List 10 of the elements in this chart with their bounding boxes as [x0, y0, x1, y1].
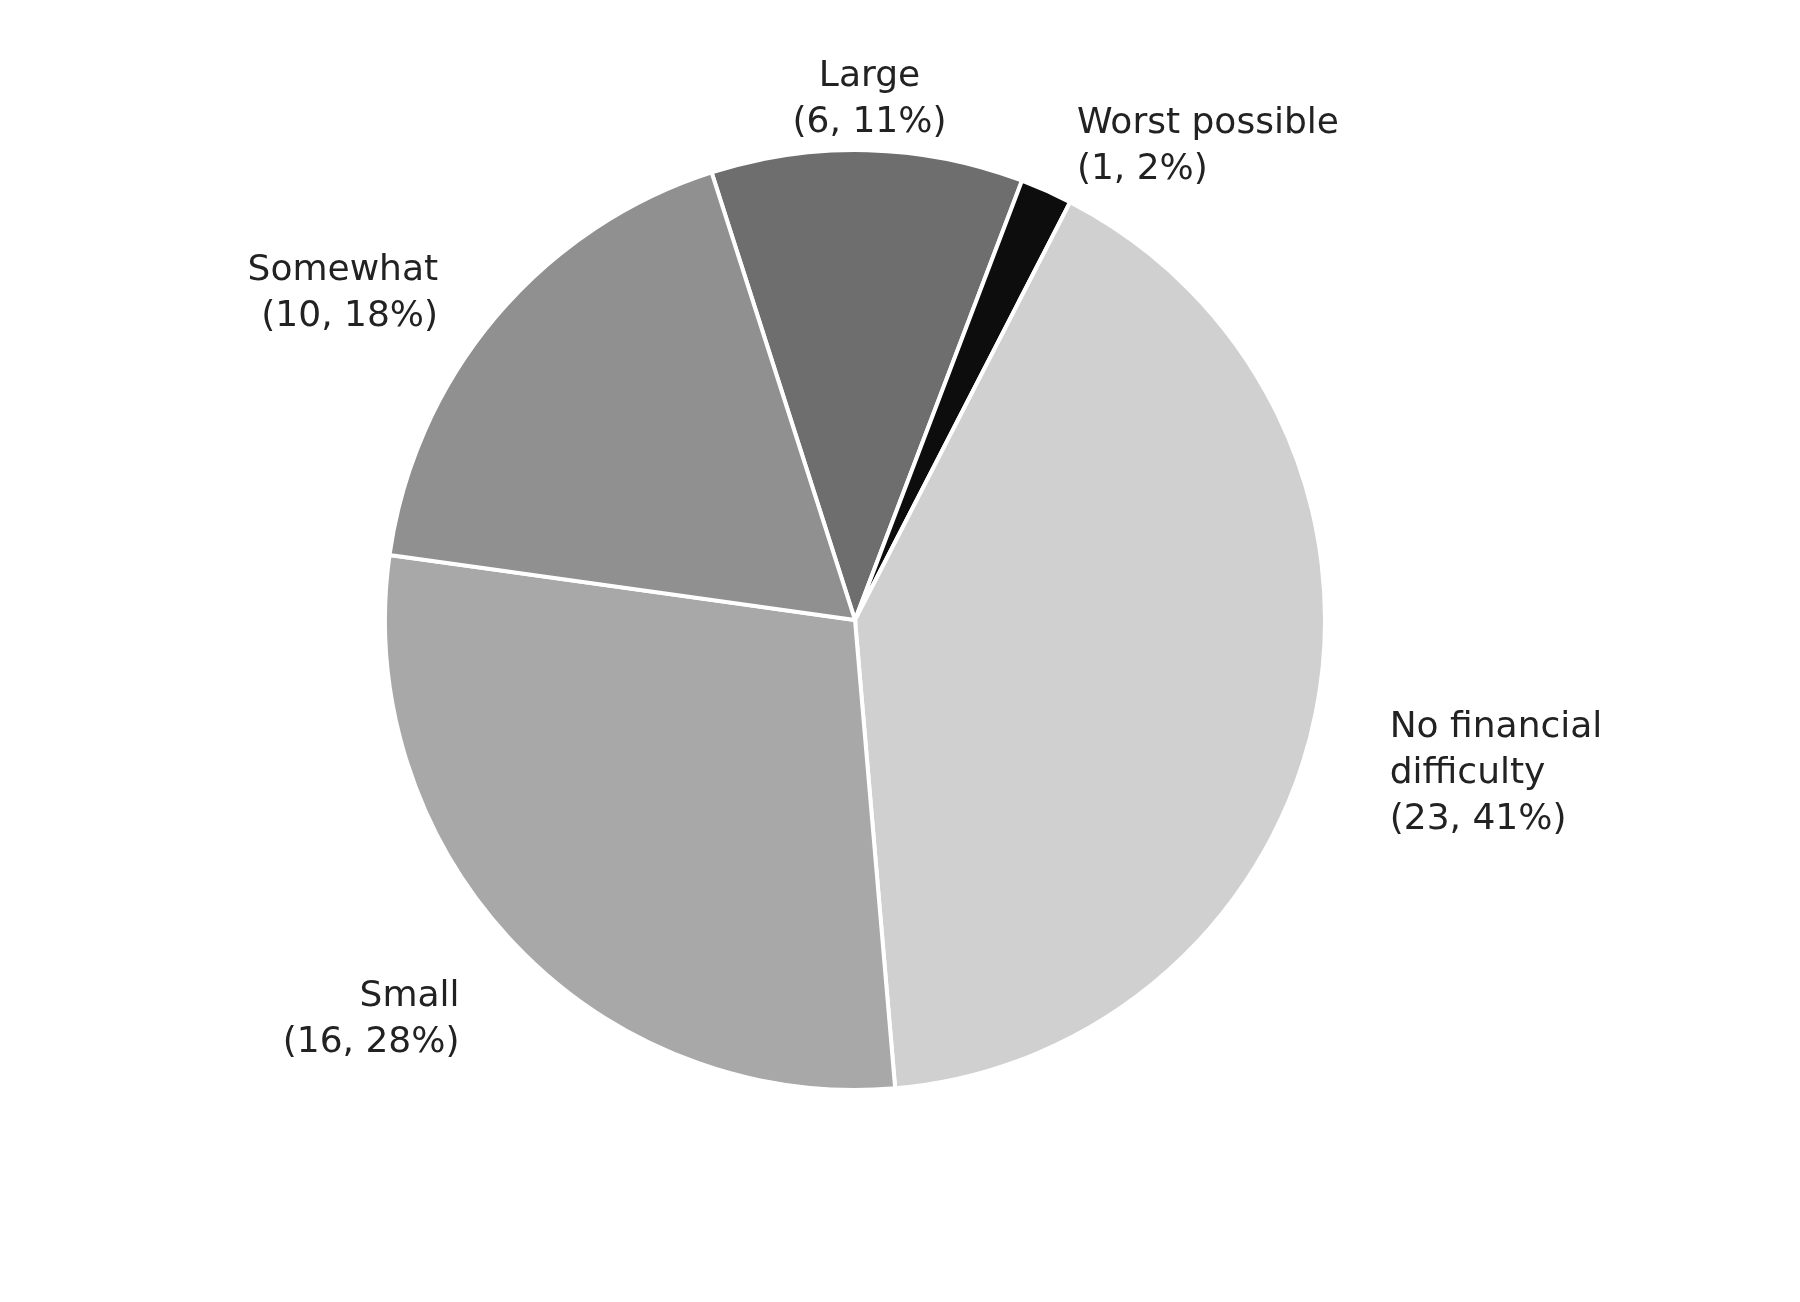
slice-label: Worst possible — [1076, 100, 1339, 142]
data-label: (1, 2%) — [1076, 146, 1208, 188]
data-label: (6, 11%) — [792, 99, 947, 141]
slice-label: No financial difficulty — [1389, 703, 1603, 791]
data-label: (10, 18%) — [261, 292, 439, 334]
data-label: (16, 28%) — [282, 1018, 460, 1060]
slice-label: Small — [359, 972, 460, 1014]
data-label: (23, 41%) — [1389, 795, 1567, 837]
slice-label: Somewhat — [247, 246, 439, 288]
slice-label: Large — [818, 53, 921, 95]
